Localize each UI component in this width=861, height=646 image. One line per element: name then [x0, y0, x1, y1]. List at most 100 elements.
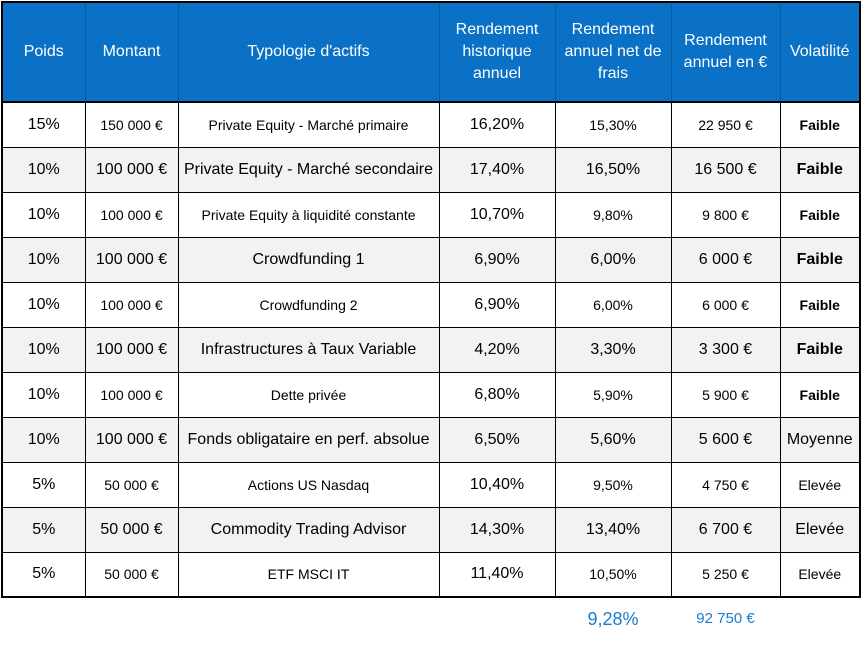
cell-montant: 50 000 €	[84, 506, 179, 553]
table-row: 10% 100 000 € Fonds obligataire en perf. a…	[1, 416, 861, 463]
cell-typologie: Crowdfunding 1	[177, 236, 440, 283]
cell-rendement-euros: 6 700 €	[670, 506, 781, 553]
cell-rendement-euros: 6 000 €	[670, 281, 781, 328]
cell-rendement-historique: 16,20%	[438, 101, 556, 148]
cell-rendement-historique: 17,40%	[438, 146, 556, 193]
cell-typologie: ETF MSCI IT	[177, 551, 440, 598]
cell-volatilite: Faible	[779, 371, 861, 418]
header-montant: Montant	[84, 1, 179, 103]
table-row: 10% 100 000 € Crowdfunding 2 6,90% 6,00% 6 00…	[1, 281, 861, 328]
cell-typologie: Fonds obligataire en perf. absolue	[177, 416, 440, 463]
cell-poids: 10%	[1, 236, 86, 283]
cell-rendement-historique: 10,40%	[438, 461, 556, 508]
cell-rendement-euros: 9 800 €	[670, 191, 781, 238]
cell-rendement-net: 16,50%	[554, 146, 672, 193]
cell-poids: 5%	[1, 551, 86, 598]
cell-volatilite: Faible	[779, 146, 861, 193]
cell-volatilite: Moyenne	[779, 416, 861, 463]
cell-rendement-net: 6,00%	[554, 236, 672, 283]
cell-rendement-historique: 6,50%	[438, 416, 556, 463]
cell-volatilite: Faible	[779, 101, 861, 148]
cell-rendement-historique: 14,30%	[438, 506, 556, 553]
cell-rendement-net: 9,50%	[554, 461, 672, 508]
cell-montant: 100 000 €	[84, 416, 179, 463]
cell-rendement-historique: 6,80%	[438, 371, 556, 418]
cell-volatilite: Faible	[779, 236, 861, 283]
cell-rendement-historique: 6,90%	[438, 236, 556, 283]
cell-montant: 100 000 €	[84, 191, 179, 238]
table-row: 10% 100 000 € Crowdfunding 1 6,90% 6,00% 6 00…	[1, 236, 861, 283]
header-rendement-historique: Rendement historique annuel	[438, 1, 556, 103]
cell-poids: 10%	[1, 416, 86, 463]
allocation-table: Poids Montant Typologie d'actifs Rendeme…	[1, 1, 861, 598]
cell-rendement-historique: 11,40%	[438, 551, 556, 598]
cell-montant: 100 000 €	[84, 236, 179, 283]
cell-rendement-net: 6,00%	[554, 281, 672, 328]
cell-volatilite: Faible	[779, 191, 861, 238]
cell-poids: 10%	[1, 191, 86, 238]
table-row: 10% 100 000 € Private Equity - Marché seco…	[1, 146, 861, 193]
cell-typologie: Dette privée	[177, 371, 440, 418]
cell-poids: 10%	[1, 146, 86, 193]
cell-rendement-euros: 4 750 €	[670, 461, 781, 508]
cell-rendement-net: 9,80%	[554, 191, 672, 238]
cell-rendement-euros: 5 900 €	[670, 371, 781, 418]
cell-rendement-net: 3,30%	[554, 326, 672, 373]
table-row: 15% 150 000 € Private Equity - Marché prim…	[1, 101, 861, 148]
cell-typologie: Infrastructures à Taux Variable	[177, 326, 440, 373]
cell-rendement-euros: 6 000 €	[670, 236, 781, 283]
header-rendement-euros: Rendement annuel en €	[670, 1, 781, 103]
cell-montant: 100 000 €	[84, 326, 179, 373]
table-row: 10% 100 000 € Dette privée 6,80% 5,90% 5 900 …	[1, 371, 861, 418]
cell-rendement-euros: 3 300 €	[670, 326, 781, 373]
cell-montant: 100 000 €	[84, 281, 179, 328]
cell-rendement-euros: 5 250 €	[670, 551, 781, 598]
cell-volatilite: Elevée	[779, 461, 861, 508]
cell-volatilite: Elevée	[779, 506, 861, 553]
cell-rendement-net: 5,60%	[554, 416, 672, 463]
table-row: 5% 50 000 € Commodity Trading Advisor 14,30…	[1, 506, 861, 553]
cell-montant: 100 000 €	[84, 146, 179, 193]
cell-typologie: Private Equity à liquidité constante	[177, 191, 440, 238]
cell-typologie: Private Equity - Marché primaire	[177, 101, 440, 148]
cell-rendement-historique: 6,90%	[438, 281, 556, 328]
cell-rendement-net: 15,30%	[554, 101, 672, 148]
header-volatilite: Volatilité	[779, 1, 861, 103]
cell-poids: 15%	[1, 101, 86, 148]
allocation-table-container: Poids Montant Typologie d'actifs Rendeme…	[1, 1, 861, 598]
cell-poids: 10%	[1, 281, 86, 328]
cell-rendement-historique: 10,70%	[438, 191, 556, 238]
cell-typologie: Crowdfunding 2	[177, 281, 440, 328]
cell-montant: 50 000 €	[84, 551, 179, 598]
cell-rendement-net: 13,40%	[554, 506, 672, 553]
cell-typologie: Private Equity - Marché secondaire	[177, 146, 440, 193]
cell-poids: 5%	[1, 461, 86, 508]
total-rendement-euros: 92 750 €	[696, 610, 755, 627]
cell-rendement-euros: 5 600 €	[670, 416, 781, 463]
cell-rendement-net: 10,50%	[554, 551, 672, 598]
table-body: 15% 150 000 € Private Equity - Marché prim…	[1, 101, 861, 598]
cell-rendement-euros: 22 950 €	[670, 101, 781, 148]
header-row: Poids Montant Typologie d'actifs Rendeme…	[1, 1, 861, 103]
cell-montant: 100 000 €	[84, 371, 179, 418]
cell-rendement-historique: 4,20%	[438, 326, 556, 373]
table-row: 10% 100 000 € Private Equity à liquidité c…	[1, 191, 861, 238]
cell-rendement-net: 5,90%	[554, 371, 672, 418]
cell-rendement-euros: 16 500 €	[670, 146, 781, 193]
cell-poids: 10%	[1, 371, 86, 418]
table-row: 10% 100 000 € Infrastructures à Taux Varia…	[1, 326, 861, 373]
header-poids: Poids	[1, 1, 86, 103]
cell-volatilite: Faible	[779, 281, 861, 328]
total-rendement-net: 9,28%	[587, 609, 639, 629]
header-typologie: Typologie d'actifs	[177, 1, 440, 103]
cell-volatilite: Faible	[779, 326, 861, 373]
cell-poids: 10%	[1, 326, 86, 373]
cell-typologie: Commodity Trading Advisor	[177, 506, 440, 553]
cell-volatilite: Elevée	[779, 551, 861, 598]
cell-montant: 150 000 €	[84, 101, 179, 148]
table-row: 5% 50 000 € Actions US Nasdaq 10,40% 9,50% 4 …	[1, 461, 861, 508]
cell-poids: 5%	[1, 506, 86, 553]
cell-montant: 50 000 €	[84, 461, 179, 508]
cell-typologie: Actions US Nasdaq	[177, 461, 440, 508]
header-rendement-net: Rendement annuel net de frais	[554, 1, 672, 103]
